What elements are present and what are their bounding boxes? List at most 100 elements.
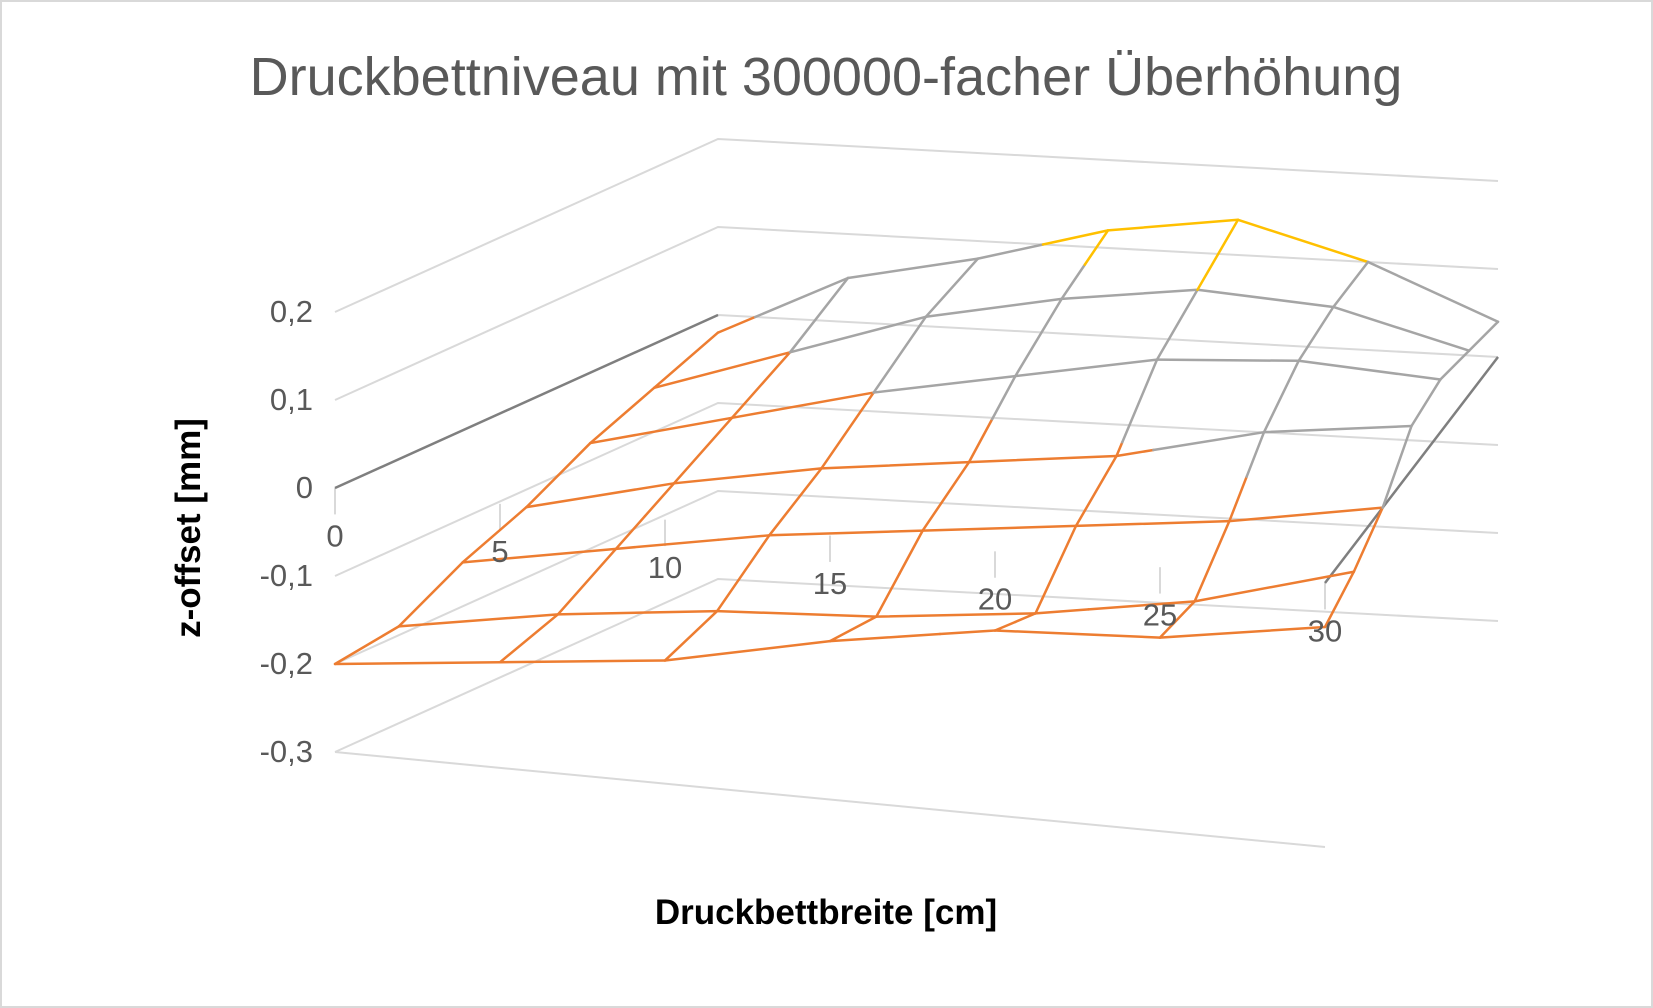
- surface-segment: [715, 609, 878, 618]
- x-tick-label: 15: [813, 566, 847, 601]
- surface-segment: [1410, 378, 1442, 428]
- surface-segment: [663, 639, 832, 662]
- surface-segment: [990, 374, 1017, 421]
- surface-segment: [872, 374, 1017, 394]
- surface-segment: [1106, 218, 1240, 232]
- surface-segment: [1158, 600, 1196, 639]
- surface-segment: [753, 276, 850, 319]
- surface-mesh: [333, 218, 1500, 666]
- surface-segment: [1228, 475, 1248, 523]
- z-axis-ticks: 0,2 0,1 0 -0,1 -0,2 -0,3: [260, 294, 313, 769]
- surface-segment: [924, 257, 980, 319]
- surface-segment: [1034, 597, 1044, 615]
- z-gridline: [334, 225, 1499, 401]
- surface-segment: [1034, 608, 1090, 615]
- chart-title: Druckbettniveau mit 300000-facher Überhö…: [250, 47, 1403, 107]
- z-gridline: [334, 489, 1499, 665]
- surface-segment: [333, 660, 502, 666]
- surface-segment: [1121, 358, 1159, 444]
- surface-segment: [872, 315, 928, 394]
- surface-segment: [993, 620, 1017, 632]
- surface-segment: [1074, 519, 1231, 528]
- surface-segment: [976, 243, 1045, 260]
- surface-segment: [556, 609, 719, 616]
- surface-segment: [1228, 506, 1384, 523]
- surface-segment: [1083, 229, 1110, 266]
- surface-segment: [1152, 430, 1266, 452]
- surface-segment: [652, 351, 792, 390]
- x-tick-label: 0: [326, 518, 343, 553]
- z-tick-label: -0,2: [260, 646, 313, 681]
- surface-segment: [1193, 519, 1231, 603]
- surface-segment: [1041, 524, 1078, 601]
- surface-segment: [1041, 229, 1110, 246]
- x-axis-ticks: 0 5 10 15 20 25 30: [326, 518, 1342, 648]
- z-gridline: [334, 401, 1499, 577]
- surface-segment: [828, 615, 878, 643]
- surface-segment: [716, 534, 771, 542]
- z-gridline: [334, 137, 1499, 313]
- surface-segment: [828, 632, 942, 643]
- surface-segment: [652, 331, 720, 390]
- surface-segment: [898, 529, 924, 575]
- surface-segment: [1297, 359, 1442, 381]
- surface-segment: [556, 547, 618, 616]
- surface-segment: [672, 416, 734, 485]
- surface-segment: [599, 482, 676, 497]
- zero-plane-right-edge: [1324, 356, 1499, 584]
- surface-segment: [1074, 454, 1118, 528]
- z-tick-label: 0,2: [270, 294, 313, 329]
- surface-segment: [1332, 260, 1370, 309]
- x-tick-label: 30: [1308, 613, 1342, 648]
- surface-segment: [1236, 218, 1370, 264]
- x-axis-title: Druckbettbreite [cm]: [655, 893, 997, 932]
- surface-segment: [525, 473, 560, 509]
- surface-segment: [1196, 288, 1335, 309]
- surface-segment: [788, 315, 928, 354]
- surface-segment: [525, 493, 602, 509]
- surface-segment: [715, 549, 761, 613]
- chart-walls: [334, 137, 1499, 848]
- surface-segment: [1087, 600, 1196, 611]
- surface-segment: [1193, 570, 1356, 603]
- floor-front-edge: [334, 751, 1326, 848]
- surface-segment: [1060, 263, 1087, 301]
- surface-segment: [333, 625, 401, 666]
- surface-segment: [1332, 305, 1471, 352]
- surface-segment: [1352, 506, 1384, 573]
- surface-segment: [589, 416, 734, 445]
- x-tick-label: 20: [978, 582, 1012, 617]
- surface-segment: [1196, 218, 1240, 291]
- surface-segment: [730, 351, 792, 420]
- surface-segment: [614, 514, 647, 551]
- surface-segment: [461, 505, 528, 564]
- surface-segment: [1262, 424, 1413, 434]
- surface-segment: [768, 529, 924, 537]
- x-tick-label: 10: [648, 550, 682, 585]
- z-tick-label: -0,3: [260, 734, 313, 769]
- surface-segment: [967, 454, 1118, 464]
- surface-segment: [730, 391, 875, 420]
- surface-segment: [1014, 612, 1037, 624]
- surface-segment: [589, 386, 656, 445]
- surface-segment: [557, 441, 592, 477]
- surface-segment: [614, 538, 720, 551]
- surface-segment: [921, 524, 1078, 532]
- surface-segment: [938, 629, 997, 636]
- surface-segment: [498, 659, 667, 664]
- surface-segment: [1381, 424, 1413, 509]
- z-tick-label: 0: [296, 470, 313, 505]
- surface-segment: [1014, 297, 1063, 378]
- surface-segment: [1366, 260, 1500, 324]
- surface-segment: [716, 315, 757, 334]
- surface-segment: [498, 613, 560, 664]
- surface-segment: [1115, 440, 1124, 458]
- z-gridline: [334, 577, 1499, 753]
- surface-segment: [1467, 320, 1500, 352]
- surface-segment: [921, 460, 971, 532]
- surface-segment: [397, 561, 464, 628]
- surface-segment: [1014, 358, 1159, 378]
- surface-segment: [1323, 570, 1356, 629]
